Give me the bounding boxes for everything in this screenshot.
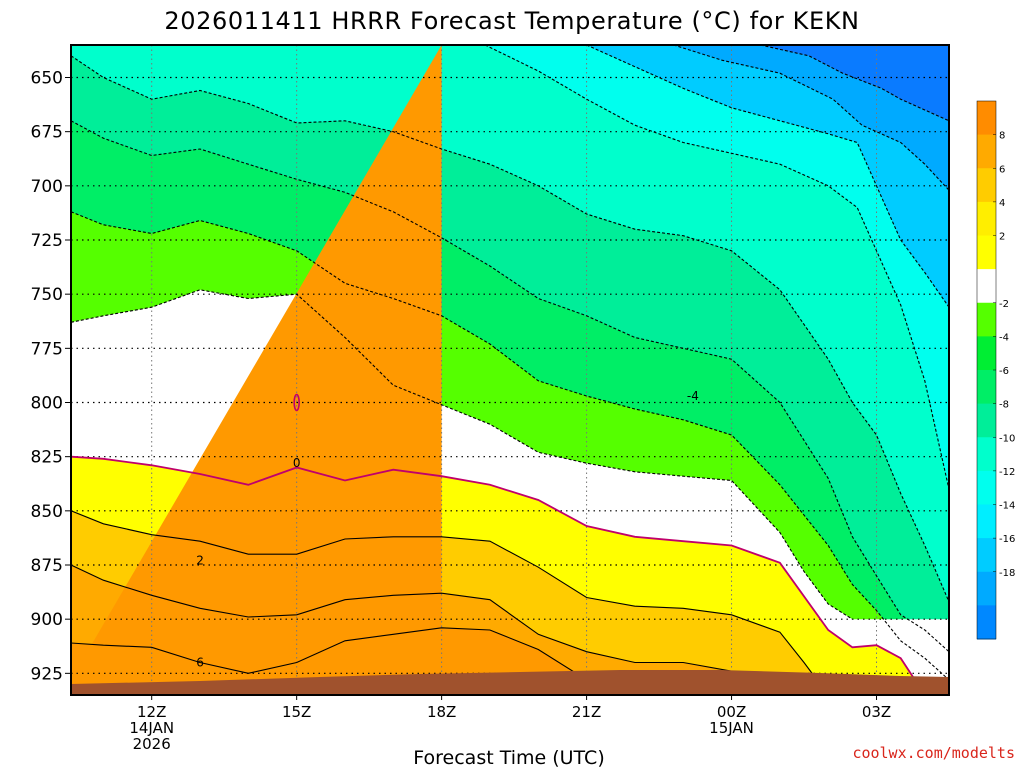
x-tick-label: 03Z [862,703,891,721]
x-tick-label: 18Z [427,703,456,721]
zero-isotherm-loop [293,393,300,412]
contour-labels: 0 2 6 -4 [196,389,699,670]
colorbar-label: -8 [999,400,1009,411]
y-tick-label: 675 [31,123,63,143]
colorbar-segment [977,605,996,640]
colorbar-label: -6 [999,366,1009,377]
colorbar-segment [977,101,996,136]
colorbar-segment [977,403,996,438]
colorbar-segment [977,571,996,606]
y-tick-label: 650 [31,69,63,89]
y-tick-label: 925 [31,664,63,684]
isotherm-line [71,564,805,695]
x-tick-label: 15JAN [709,719,754,737]
colorbar-label: 8 [999,131,1005,142]
x-tick-label: 21Z [572,703,601,721]
band-coldest [760,45,949,121]
contour-label: 6 [196,656,204,670]
colorbar: 8 6 4 2 -2 -4 -6 -8 -10 -12 -14 -16 -18 [976,100,1015,640]
isotherm-line [673,45,949,191]
colorbar-segment [977,336,996,371]
colorbar-label: 6 [999,164,1005,175]
x-tick-label: 2026 [133,735,171,753]
temperature-bands [71,45,949,695]
colorbar-segment [977,235,996,270]
band-8cisotherm [71,45,949,695]
isotherm-line [71,55,949,603]
x-tick-label: 00Z [717,703,746,721]
contour-label: 2 [196,554,204,568]
colorbar-label: -12 [999,467,1015,478]
colorbar-label: -10 [999,433,1015,444]
isotherm-line [71,211,949,681]
colorbar-label: -4 [999,332,1009,343]
y-tick-label: 800 [31,394,63,414]
isotherm-contours [71,45,949,695]
colorbar-segment [977,134,996,169]
isotherm-line [71,120,949,653]
colorbar-label: -18 [999,568,1015,579]
x-axis-label: Forecast Time (UTC) [413,747,604,768]
isotherm-line [484,45,949,490]
contour-label: -4 [687,389,699,403]
isotherm-line [71,510,843,695]
colorbar-label: 2 [999,232,1005,243]
ground-surface [71,670,949,695]
colorbar-segment [977,470,996,505]
colorbar-label: -2 [999,299,1009,310]
colorbar-segment [977,269,996,304]
colorbar-segment [977,504,996,539]
isotherm-line [71,455,926,695]
y-tick-label: 825 [31,448,63,468]
x-tick-label: 15Z [282,703,311,721]
colorbar-segment [977,437,996,472]
colorbar-segment [977,538,996,573]
y-tick-label: 875 [31,556,63,576]
colorbar-label: 4 [999,198,1005,209]
y-tick-label: 850 [31,502,63,522]
y-tick-label: 900 [31,610,63,630]
contour-label: 0 [293,456,301,470]
colorbar-label: -14 [999,501,1015,512]
credit-text: coolwx.com/modelts [852,744,1015,762]
y-tick-label: 775 [31,339,63,359]
colorbar-label: -16 [999,534,1015,545]
y-tick-label: 750 [31,285,63,305]
x-tick-label: 14JAN [129,719,174,737]
colorbar-segment [977,302,996,337]
y-tick-label: 700 [31,177,63,197]
y-tick-label: 725 [31,231,63,251]
y-axis: 650 675 700 725 750 775 800 825 850 875 900 925 [31,69,71,684]
chart-title: 2026011411 HRRR Forecast Temperature (°C… [164,7,859,35]
colorbar-segment [977,201,996,236]
plot-frame [70,44,950,696]
isotherm-line [71,289,853,620]
isotherm-line [760,45,949,122]
colorbar-segment [977,168,996,203]
colorbar-segment [977,370,996,405]
x-tick-label: 12Z [137,703,166,721]
